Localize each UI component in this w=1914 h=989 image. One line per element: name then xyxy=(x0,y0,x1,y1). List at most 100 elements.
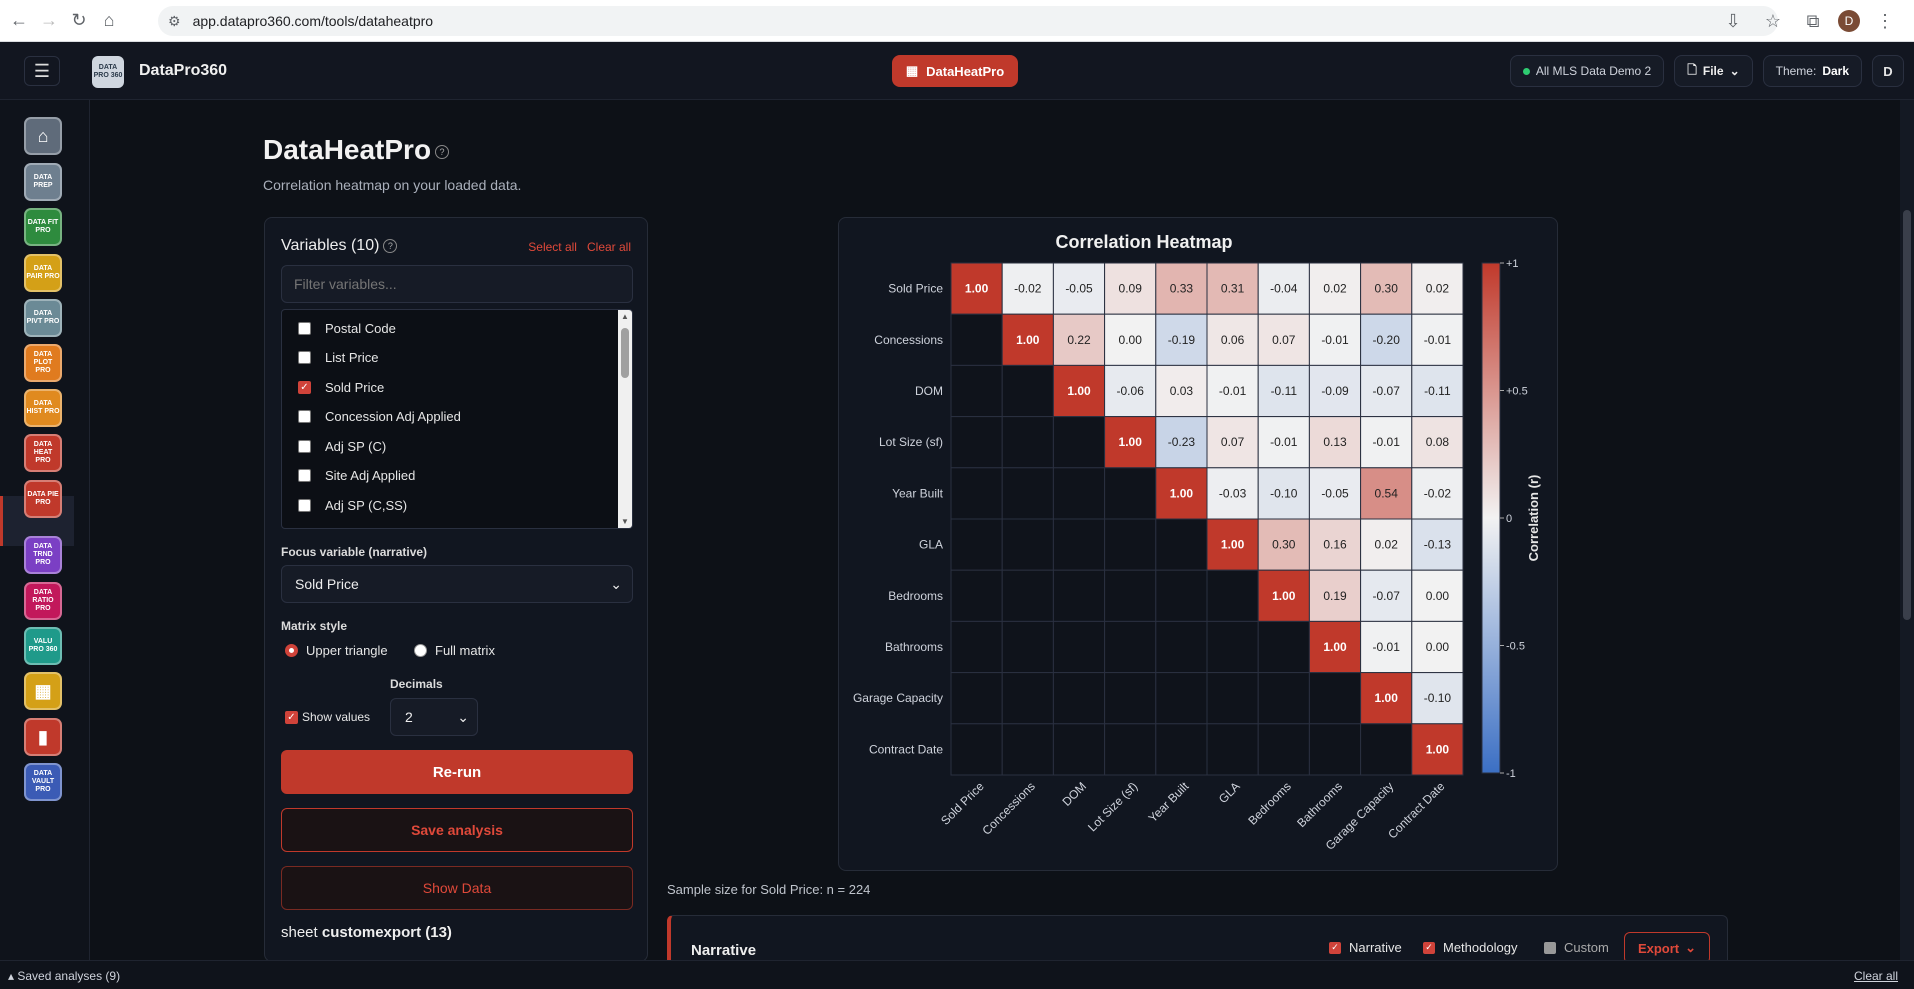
heatmap-cell xyxy=(1206,672,1259,725)
sidebar-item-report-icon[interactable]: ▮ xyxy=(24,718,62,756)
sidebar-item-datavault-icon[interactable]: DATA VAULT PRO xyxy=(24,763,62,801)
sidebar-item-datapair-icon[interactable]: DATA PAIR PRO xyxy=(24,254,62,292)
sidebar-item-datapie-icon[interactable]: DATA PIE PRO xyxy=(24,480,62,518)
variable-item[interactable]: Adj SP (C,SS) xyxy=(298,495,407,515)
bookmark-star-icon[interactable]: ☆ xyxy=(1764,10,1782,31)
file-menu-button[interactable]: 🗋 File ⌄ xyxy=(1674,55,1753,87)
heatmap-icon: ▦ xyxy=(905,63,919,78)
install-icon[interactable]: ⇩ xyxy=(1725,10,1741,31)
radio-full-matrix-control[interactable] xyxy=(414,644,427,657)
focus-variable-select[interactable]: Sold Price ⌄ xyxy=(281,565,633,603)
variable-checkbox[interactable] xyxy=(298,439,311,453)
page-scrollbar[interactable] xyxy=(1900,100,1914,960)
heatmap-cell xyxy=(1206,620,1259,674)
radio-upper-triangle[interactable]: Upper triangle xyxy=(285,643,388,658)
heatmap-cell xyxy=(1308,364,1362,418)
site-info-icon[interactable]: ⚙ xyxy=(168,12,181,29)
radio-full-matrix[interactable]: Full matrix xyxy=(414,643,495,658)
variable-label: Concession Adj Applied xyxy=(325,409,461,424)
narrative-checkbox[interactable]: ✓ Narrative xyxy=(1329,940,1402,955)
user-avatar[interactable]: D xyxy=(1872,55,1904,87)
custom-checkbox[interactable]: Custom xyxy=(1544,940,1609,955)
address-bar[interactable]: ⚙ app.datapro360.com/tools/dataheatpro xyxy=(158,6,1778,36)
variable-item[interactable]: Adj SP (C) xyxy=(298,436,386,456)
methodology-checkbox[interactable]: ✓ Methodology xyxy=(1423,940,1517,955)
cell-value-label: 0.16 xyxy=(1323,538,1347,552)
heatmap-cell xyxy=(1360,672,1413,725)
cell-value-label: -0.07 xyxy=(1373,384,1401,398)
show-data-button[interactable]: Show Data xyxy=(281,866,633,910)
variable-item[interactable]: Concession Adj Applied xyxy=(298,407,461,427)
footer-clear-all-link[interactable]: Clear all xyxy=(1853,969,1898,983)
sidebar-item-home-icon[interactable]: ⌂ xyxy=(24,117,62,155)
sidebar-item-grid-icon[interactable]: ▦ xyxy=(24,672,62,710)
sidebar-item-dataplot-icon[interactable]: DATA PLOT PRO xyxy=(24,344,62,382)
page-scroll-thumb[interactable] xyxy=(1903,210,1911,620)
variables-title: Variables (10) xyxy=(281,237,380,254)
chevron-down-icon: ⌄ xyxy=(457,708,469,725)
saved-analyses-toggle[interactable]: ▴ Saved analyses (9) xyxy=(8,969,121,983)
decimals-select[interactable]: 2 ⌄ xyxy=(390,698,478,736)
variable-checkbox[interactable] xyxy=(298,410,311,423)
show-values-checkbox[interactable]: ✓ Show values xyxy=(285,710,370,724)
variables-scrollbar[interactable]: ▲ ▼ xyxy=(618,310,632,528)
scroll-down-icon[interactable]: ▼ xyxy=(621,517,629,526)
theme-toggle[interactable]: Theme: Dark xyxy=(1762,55,1862,87)
sidebar-item-datapivt-icon[interactable]: DATA PIVT PRO xyxy=(24,299,62,337)
variable-item[interactable]: ✓ Sold Price xyxy=(298,377,384,397)
cell-value-label: -0.01 xyxy=(1219,384,1247,398)
variable-checkbox[interactable] xyxy=(298,498,311,512)
narrative-check[interactable]: ✓ xyxy=(1329,941,1341,954)
sidebar-item-valupro-icon[interactable]: VALU PRO 360 xyxy=(24,627,62,665)
row-tick-label: DOM xyxy=(915,384,943,398)
forward-icon[interactable]: → xyxy=(40,10,58,30)
sidebar-item-dataheat-icon[interactable]: DATA HEAT PRO xyxy=(24,434,62,472)
heatmap-cell xyxy=(1206,467,1259,520)
dataset-pill[interactable]: All MLS Data Demo 2 xyxy=(1509,55,1665,87)
cell-value-label: -0.04 xyxy=(1270,282,1298,296)
methodology-check[interactable]: ✓ xyxy=(1423,941,1435,954)
active-tool-pill[interactable]: ▦ DataHeatPro xyxy=(892,55,1018,87)
menu-dots-icon[interactable]: ⋮ xyxy=(1876,10,1894,31)
variable-item[interactable]: Site Adj Applied xyxy=(298,466,415,486)
heatmap-cell xyxy=(1155,262,1208,315)
heatmap-cell xyxy=(1155,723,1208,776)
cell-value-label: -0.19 xyxy=(1168,333,1196,347)
variable-checkbox[interactable] xyxy=(298,469,311,482)
select-all-link[interactable]: Select all xyxy=(528,240,577,254)
show-values-check[interactable]: ✓ xyxy=(285,710,298,724)
profile-avatar[interactable]: D xyxy=(1838,10,1860,32)
variable-item[interactable]: List Price xyxy=(298,348,378,368)
cell-value-label: -0.10 xyxy=(1424,691,1452,705)
variables-help-icon[interactable]: ? xyxy=(383,238,398,253)
reload-icon[interactable]: ↻ xyxy=(71,10,87,30)
scroll-up-icon[interactable]: ▲ xyxy=(621,312,629,321)
extensions-icon[interactable]: ⧉ xyxy=(1806,10,1820,31)
help-icon[interactable]: ? xyxy=(435,144,450,159)
radio-upper-triangle-control[interactable] xyxy=(285,644,298,657)
variables-scroll-thumb[interactable] xyxy=(621,328,629,378)
home-icon[interactable]: ⌂ xyxy=(103,10,115,30)
rerun-button[interactable]: Re-run xyxy=(281,750,633,794)
variable-checkbox[interactable] xyxy=(298,321,311,335)
filter-variables-input[interactable] xyxy=(281,265,633,303)
variable-item[interactable]: Postal Code xyxy=(298,318,396,338)
sidebar-item-dataratio-icon[interactable]: DATA RATIO PRO xyxy=(24,582,62,620)
heatmap-cell xyxy=(1155,569,1208,622)
heatmap-cell xyxy=(1360,364,1413,418)
sidebar-item-datafit-icon[interactable]: DATA FIT PRO xyxy=(24,208,62,246)
variable-checkbox[interactable] xyxy=(298,351,311,364)
variable-checkbox[interactable]: ✓ xyxy=(298,380,311,394)
cell-value-label: 0.03 xyxy=(1170,384,1194,398)
sidebar-item-datatrnd-icon[interactable]: DATA TRND PRO xyxy=(24,536,62,574)
column-tick-label: Lot Size (sf) xyxy=(1085,779,1140,834)
back-icon[interactable]: ← xyxy=(10,10,28,30)
decimals-value: 2 xyxy=(405,709,413,725)
sidebar-item-dataprep-icon[interactable]: DATA PREP xyxy=(24,163,62,201)
custom-check[interactable] xyxy=(1544,941,1556,954)
cell-value-label: 0.07 xyxy=(1272,333,1296,347)
hamburger-menu-icon[interactable]: ☰ xyxy=(24,56,60,86)
save-analysis-button[interactable]: Save analysis xyxy=(281,808,633,852)
clear-all-link[interactable]: Clear all xyxy=(586,240,631,254)
sidebar-item-datahist-icon[interactable]: DATA HIST PRO xyxy=(24,389,62,427)
